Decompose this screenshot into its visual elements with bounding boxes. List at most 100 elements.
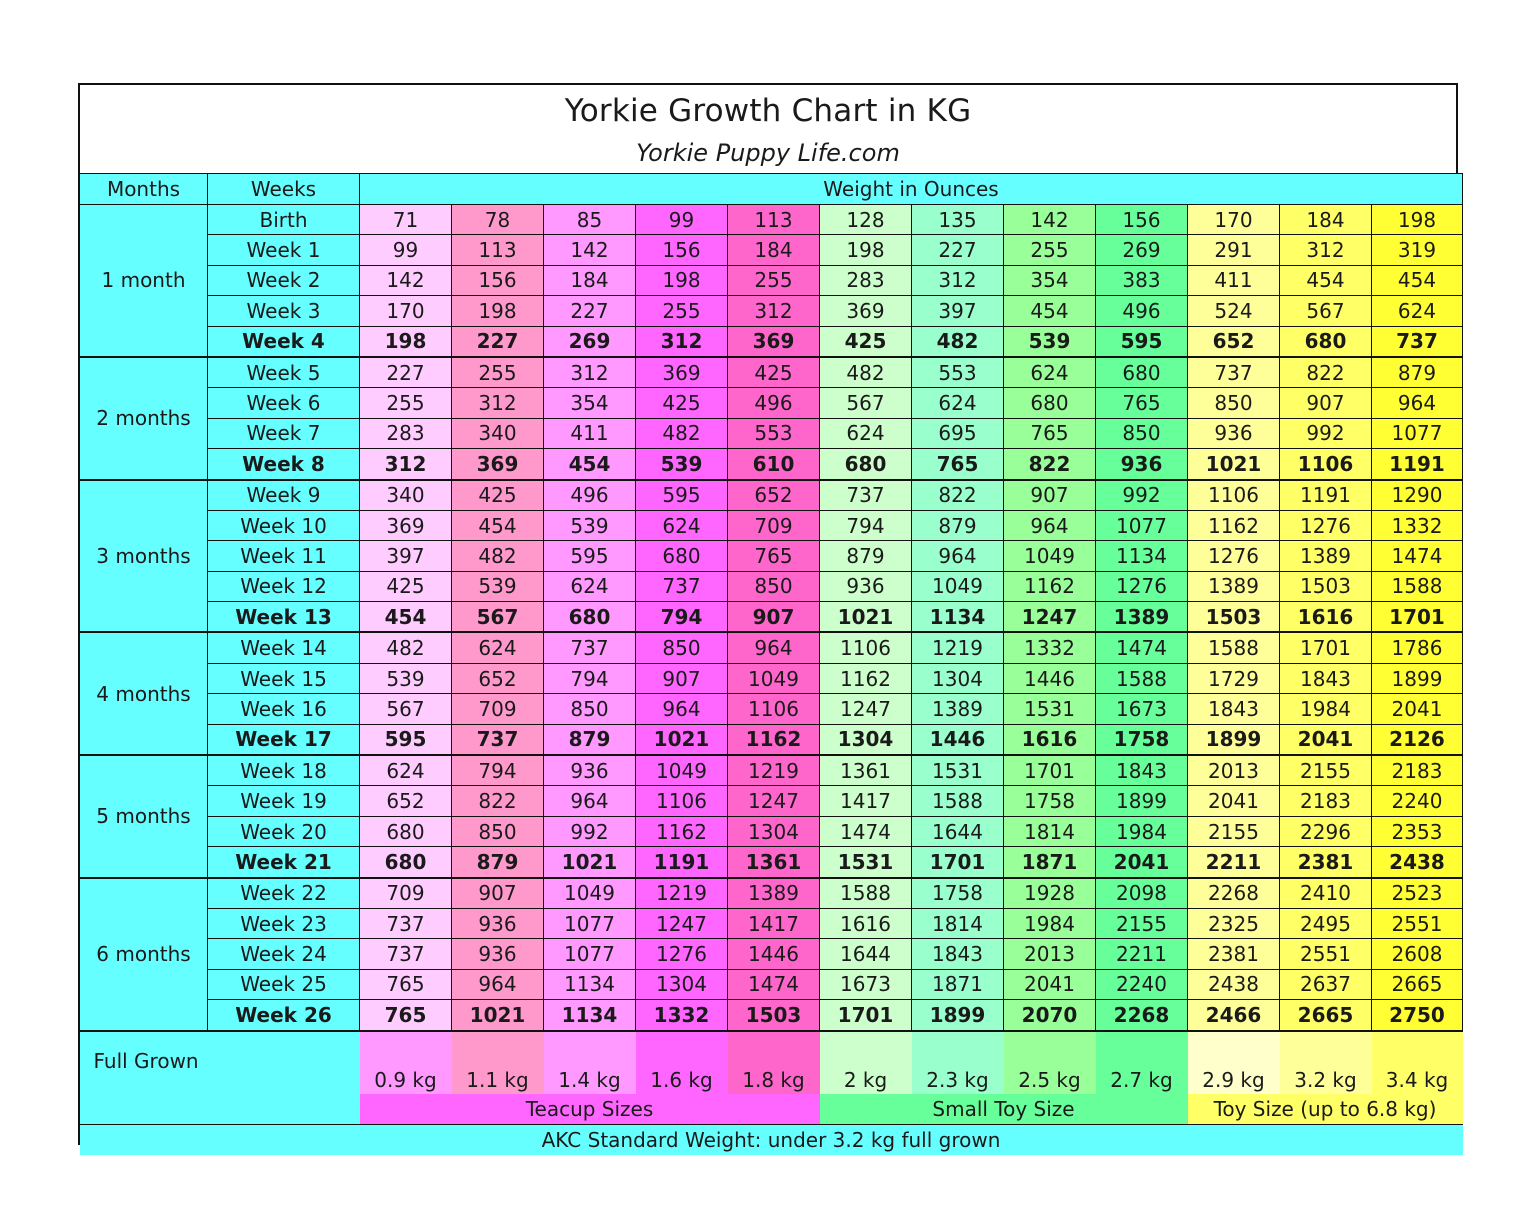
weight-cell: 2183 [1279,785,1372,817]
header-weight: Weight in Ounces [358,173,1464,205]
weight-cell: 1673 [1095,693,1188,725]
weight-cell: 1701 [1370,601,1464,634]
weight-cell: 1077 [543,907,636,940]
weight-cell: 1871 [1003,846,1096,879]
weight-cell: 850 [727,570,820,603]
weight-cell: 255 [635,295,728,327]
weight-cell: 907 [727,601,820,634]
table-row: 6 months Week 22 709 907 1049 1219 1389 1588 175… [79,877,1464,1032]
weight-cell: 936 [451,907,544,940]
table-row: Week 24 737 936 1077 1276 1446 1644 1843 2013 221… [80,938,1464,970]
weight-cell: 1474 [1095,631,1188,664]
weight-cell: 1899 [911,999,1004,1032]
weight-cell: 1304 [635,968,728,1001]
weight-cell: 312 [451,387,544,419]
weight-cell: 2155 [1187,815,1280,848]
weight-cell: 1701 [1279,631,1372,664]
weight-cell: 524 [1187,295,1280,327]
weight-cell: 2353 [1370,815,1464,848]
weight-cell: 1389 [1187,570,1280,603]
week-label: Week 21 [207,846,360,879]
size-group-spacer [79,1093,360,1125]
chart-subtitle: Yorkie Puppy Life.com [636,139,900,167]
weight-cell: 198 [451,295,544,327]
weight-cell: 411 [1187,264,1280,297]
weight-cell: 1106 [635,785,728,817]
weight-cell: 1843 [1187,693,1280,725]
full-grown-value: 1.6 kg [635,1029,728,1094]
weight-cell: 737 [359,938,452,970]
weight-cell: 1474 [727,968,820,1001]
weight-cell: 794 [819,509,912,542]
weight-cell: 1417 [819,785,912,817]
weight-cell: 1276 [1095,570,1188,603]
month-label: 1 month [79,203,208,358]
table-row: 5 months Week 18 624 794 936 1049 1219 1361 1531… [79,754,1464,879]
growth-chart-frame: Yorkie Growth Chart in KG Yorkie Puppy L… [78,83,1464,1155]
weight-cell: 1162 [1003,570,1096,603]
week-label: Week 22 [207,877,360,909]
weight-cell: 1503 [1187,601,1280,634]
week-label: Week 25 [207,968,360,1001]
weight-cell: 1077 [543,938,636,970]
weight-cell: 822 [1279,356,1372,389]
weight-cell: 1021 [635,723,728,757]
weight-cell: 936 [819,570,912,603]
weight-cell: 113 [727,203,820,236]
weight-cell: 624 [543,570,636,603]
weight-cell: 454 [359,601,452,634]
table-row: Week 19 652 822 964 1106 1247 1417 1588 1758 1899… [80,785,1464,817]
table-row: Week 2 142 156 184 198 255 283 312 354 383 411 454 4… [80,264,1464,297]
weight-cell: 312 [911,264,1004,297]
weight-cell: 610 [727,448,820,481]
weight-cell: 184 [727,234,820,266]
weight-cell: 1361 [819,754,912,787]
week-label: Week 6 [207,387,360,419]
weight-cell: 539 [543,509,636,542]
weight-cell: 1474 [819,815,912,848]
weight-cell: 2013 [1187,754,1280,787]
full-grown-value: 1.1 kg [451,1029,544,1094]
weight-cell: 737 [1187,356,1280,389]
weight-cell: 850 [635,631,728,664]
weight-cell: 680 [1003,387,1096,419]
weight-cell: 1106 [1279,448,1372,481]
weight-cell: 227 [359,356,452,389]
weight-cell: 2551 [1279,938,1372,970]
weight-cell: 1616 [1279,601,1372,634]
weight-cell: 539 [451,570,544,603]
weight-cell: 624 [1003,356,1096,389]
week-label: Week 13 [207,601,360,634]
growth-table: Months Weeks Weight in Ounces 1 month Birth 7… [79,173,1464,1155]
weight-cell: 850 [451,815,544,848]
weight-cell: 680 [359,846,452,879]
weight-cell: 992 [1279,417,1372,450]
weight-cell: 1814 [1003,815,1096,848]
weight-cell: 964 [543,785,636,817]
table-row: 3 months Week 9 340 425 496 595 652 737 822 907 99… [79,479,1464,634]
weight-cell: 1446 [911,723,1004,757]
weight-cell: 425 [819,325,912,358]
akc-footer-row: AKC Standard Weight: under 3.2 kg full g… [79,1123,1463,1155]
week-label: Week 23 [207,907,360,940]
weight-cell: 1984 [1095,815,1188,848]
weight-cell: 198 [359,325,452,358]
weight-cell: 496 [1095,295,1188,327]
weight-cell: 1162 [1187,509,1280,542]
weight-cell: 1474 [1370,540,1464,572]
table-row: Week 12 425 539 624 737 850 936 1049 1162 1276 138… [80,570,1464,603]
weight-cell: 2466 [1187,999,1280,1032]
weight-cell: 539 [1003,325,1096,358]
table-row: Week 17 595 737 879 1021 1162 1304 1446 1616 1758… [80,723,1464,757]
weight-cell: 2296 [1279,815,1372,848]
week-label: Week 14 [207,631,360,664]
weight-cell: 822 [911,479,1004,511]
full-grown-value: 2.7 kg [1095,1029,1188,1094]
weight-cell: 1162 [727,723,820,757]
weight-cell: 737 [819,479,912,511]
weight-cell: 765 [359,968,452,1001]
weight-cell: 340 [451,417,544,450]
table-row: Week 13 454 567 680 794 907 1021 1134 1247 1389 15… [80,601,1464,634]
weight-cell: 269 [543,325,636,358]
weight-cell: 794 [543,662,636,695]
